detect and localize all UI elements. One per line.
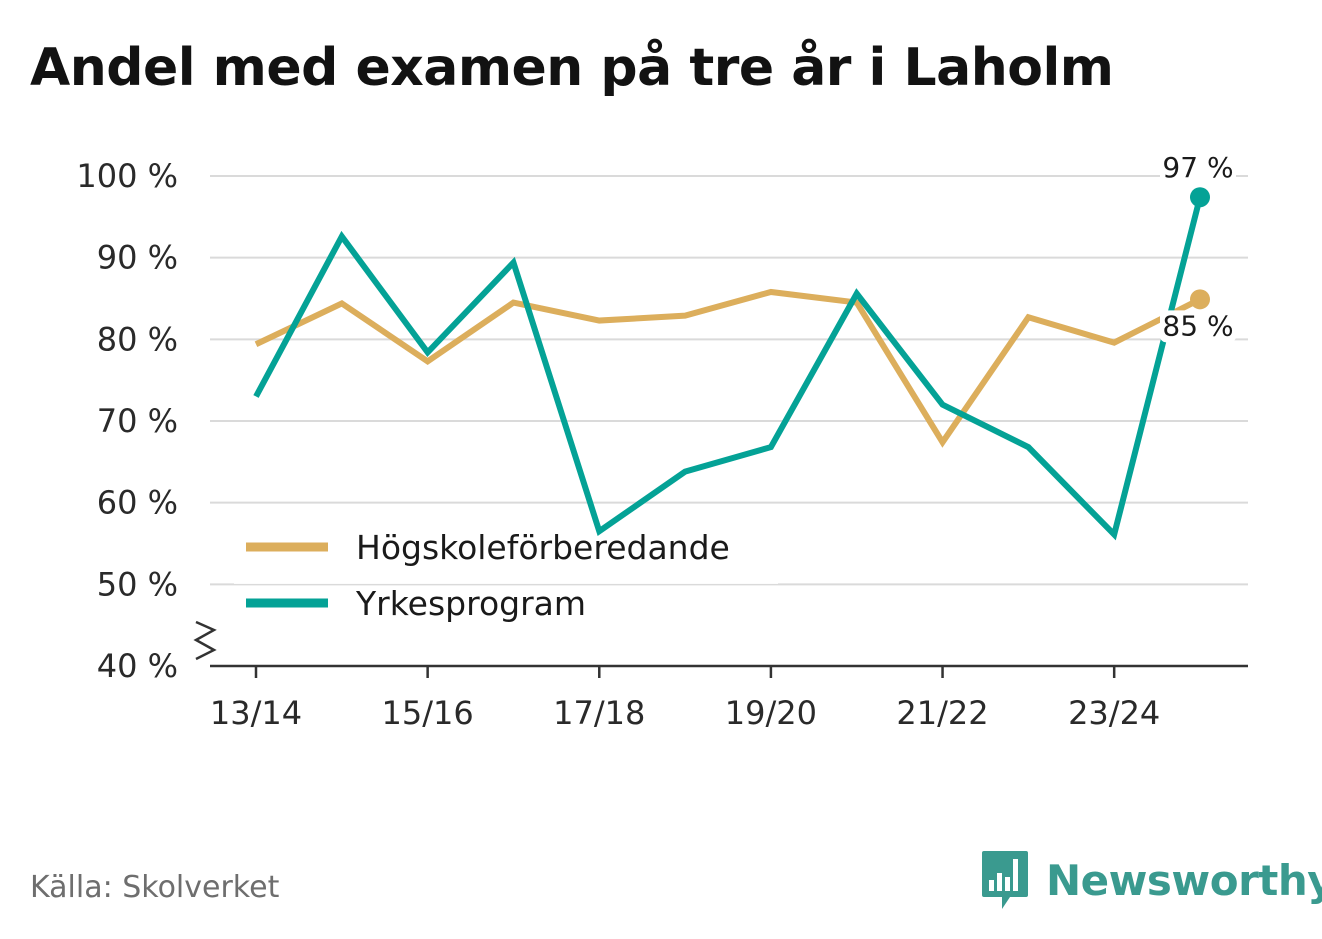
x-tick-label: 21/22 [896,694,988,732]
gridlines [210,175,1248,586]
line-chart: 40 % 50 % 60 % 70 % 80 % 90 % 100 % 13/14 15/16… [76,151,1248,732]
legend-label: Högskoleförberedande [356,528,730,567]
source-note: Källa: Skolverket [30,870,280,905]
series-line [254,288,1202,448]
series-lines [253,196,1203,541]
y-tick-label: 50 % [97,565,178,603]
x-axis [193,620,1248,668]
y-tick-label: 100 % [76,157,178,195]
chart-title: Andel med examen på tre år i Laholm [30,38,1114,98]
series-line [253,196,1203,541]
x-axis-tick-labels: 13/14 15/16 17/18 19/20 21/22 23/24 [210,666,1160,732]
end-label-background [1160,310,1236,343]
y-axis-tick-labels: 40 % 50 % 60 % 70 % 80 % 90 % 100 % [76,157,178,685]
y-tick-label: 70 % [97,402,178,440]
y-tick-label: 90 % [97,239,178,277]
newsworthy-logo: Newsworthy [980,848,1322,912]
x-tick-label: 15/16 [382,694,474,732]
y-tick-label: 60 % [97,484,178,522]
x-tick-label: 19/20 [725,694,817,732]
end-point-marker [1190,289,1210,310]
end-value-label: 85 % [1162,309,1233,342]
end-point-marker [1190,187,1210,208]
legend: Högskoleförberedande Yrkesprogram [234,516,778,623]
x-tick-label: 17/18 [553,694,645,732]
y-tick-label: 80 % [97,320,178,358]
end-value-label: 97 % [1162,151,1233,184]
axis-break-icon [193,620,217,661]
brand-name: Newsworthy [1046,855,1322,905]
y-tick-label: 40 % [97,647,178,685]
end-label-background [1160,152,1236,185]
x-tick-label: 23/24 [1068,694,1160,732]
x-tick-label: 13/14 [210,694,302,732]
series-end-markers: 85 % 97 % [1160,151,1236,343]
legend-label: Yrkesprogram [355,584,586,623]
bar-chart-speech-bubble-icon [982,851,1028,909]
